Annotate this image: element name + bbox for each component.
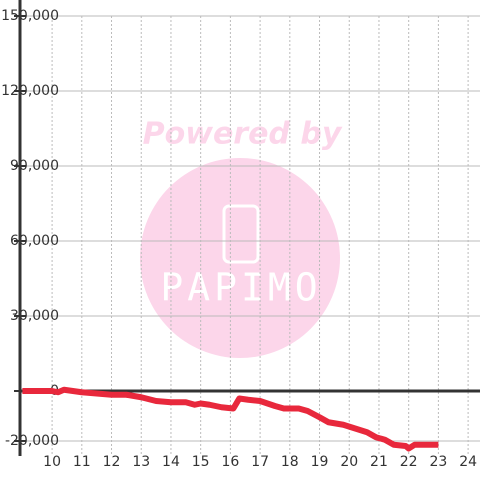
watermark-logo: PAPIMO: [160, 266, 321, 310]
watermark: Powered by PAPIMO: [140, 117, 343, 358]
x-tick-label: 20: [340, 454, 358, 470]
x-tick-label: 10: [43, 454, 61, 470]
watermark-circle: [140, 158, 340, 358]
y-tick-label: -20,000: [5, 433, 59, 449]
y-tick-label: 120,000: [1, 83, 59, 99]
x-tick-label: 18: [281, 454, 299, 470]
x-tick-label: 21: [370, 454, 388, 470]
x-tick-label: 24: [459, 454, 477, 470]
x-tick-label: 14: [162, 454, 180, 470]
x-tick-label: 23: [429, 454, 447, 470]
y-tick-label: 90,000: [10, 158, 59, 174]
x-tick-label: 22: [400, 454, 418, 470]
watermark-phone: [222, 204, 260, 264]
line-series: [22, 386, 439, 452]
y-tick-label: 60,000: [10, 233, 59, 249]
x-tick-label: 15: [192, 454, 210, 470]
x-tick-label: 16: [221, 454, 239, 470]
x-tick-label: 11: [73, 454, 91, 470]
x-tick-label: 19: [311, 454, 329, 470]
x-tick-label: 12: [103, 454, 121, 470]
watermark-text: Powered by: [143, 117, 343, 152]
y-tick-label: 30,000: [10, 308, 59, 324]
x-tick-label: 13: [132, 454, 150, 470]
y-tick-label: 150,000: [1, 8, 59, 24]
x-tick-label: 17: [251, 454, 269, 470]
